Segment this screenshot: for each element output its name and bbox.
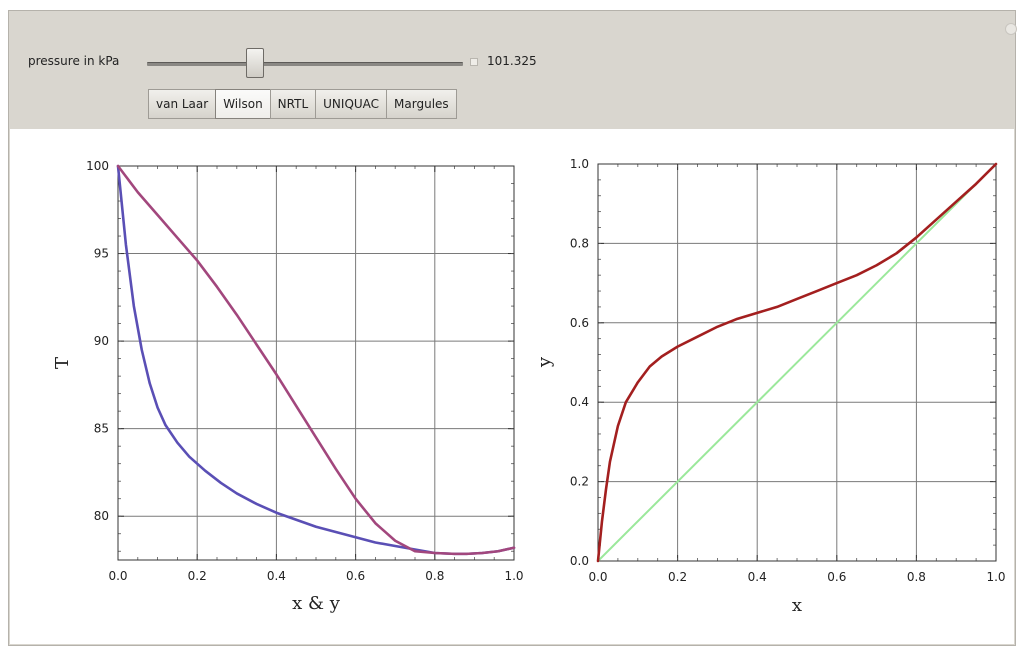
right-ytick-label: 0.4: [570, 395, 589, 409]
left-ytick-label: 100: [86, 159, 109, 173]
right-xtick-label: 0.6: [827, 570, 846, 584]
left-ytick-label: 95: [94, 247, 109, 261]
right-xtick-label: 0.0: [588, 570, 607, 584]
right-xlabel: x: [792, 595, 802, 616]
controls-area: pressure in kPa 101.325 van Laar Wilson …: [9, 11, 1017, 129]
right-xtick-label: 0.4: [748, 570, 767, 584]
slider-label: pressure in kPa: [28, 54, 120, 68]
left-frame: [117, 165, 515, 561]
left-series-0-line: [116, 164, 516, 556]
left-ytick-label: 90: [94, 334, 109, 348]
right-ylabel: y: [534, 356, 555, 368]
right-ytick-label: 1.0: [570, 157, 589, 171]
right-xtick-label: 0.8: [907, 570, 926, 584]
right-frame: [597, 163, 997, 562]
slider-expand-icon[interactable]: [470, 58, 478, 66]
right-plot: 0.0 0.2 0.4 0.6 0.8 1.0 0.0 0.2 0.4 0.6 0.8 1.0 x y: [534, 157, 1006, 616]
right-ytick-label: 0.8: [570, 236, 589, 250]
pressure-slider-track[interactable]: [147, 62, 463, 66]
right-xtick-label: 0.2: [668, 570, 687, 584]
setter-wilson[interactable]: Wilson: [215, 89, 271, 119]
manipulate-panel: pressure in kPa 101.325 van Laar Wilson …: [8, 10, 1017, 646]
left-xtick-label: 0.4: [267, 569, 286, 583]
left-ytick-label: 85: [94, 422, 109, 436]
left-xtick-label: 0.2: [188, 569, 207, 583]
right-ytick-label: 0.6: [570, 316, 589, 330]
right-xtick-label: 1.0: [986, 570, 1005, 584]
right-ytick-label: 0.0: [570, 554, 589, 568]
left-ytick-label: 80: [94, 509, 109, 523]
right-ytick-label: 0.2: [570, 475, 589, 489]
right-series-0-line: [596, 162, 998, 563]
setter-nrtl[interactable]: NRTL: [269, 89, 317, 119]
left-plot: 0.0 0.2 0.4 0.6 0.8 1.0 80 85 90 95 100 x & y T: [52, 159, 524, 614]
left-xtick-label: 1.0: [504, 569, 523, 583]
left-xlabel: x & y: [292, 593, 341, 614]
setter-van-laar[interactable]: van Laar: [148, 89, 217, 119]
setter-margules[interactable]: Margules: [386, 89, 457, 119]
pressure-slider-thumb[interactable]: [246, 48, 264, 78]
right-series-1-line: [597, 163, 997, 562]
setter-uniquac[interactable]: UNIQUAC: [315, 89, 388, 119]
model-setter-bar: van Laar Wilson NRTL UNIQUAC Margules: [148, 89, 457, 119]
slider-value: 101.325: [487, 54, 537, 68]
left-xtick-label: 0.0: [108, 569, 127, 583]
left-ylabel: T: [52, 357, 73, 369]
left-xtick-label: 0.6: [346, 569, 365, 583]
plot-pane: 0.0 0.2 0.4 0.6 0.8 1.0 80 85 90 95 100 x & y T 0.0 0.…: [10, 129, 1014, 644]
options-icon[interactable]: [1005, 23, 1017, 35]
left-xtick-label: 0.8: [425, 569, 444, 583]
left-series-1-line: [116, 164, 516, 556]
